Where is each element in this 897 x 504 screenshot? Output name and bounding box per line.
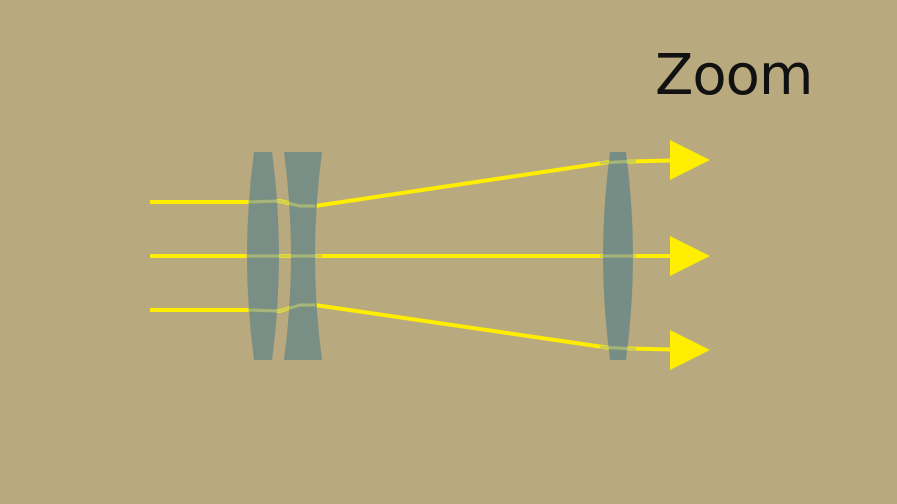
ray-through-lens-top <box>247 199 315 208</box>
ray-through-right-lens-bottom <box>599 345 637 351</box>
ray-through-right-lens-top <box>599 159 637 165</box>
ray-through-lens-bottom <box>247 303 315 313</box>
diagram-title: Zoom <box>655 43 813 108</box>
